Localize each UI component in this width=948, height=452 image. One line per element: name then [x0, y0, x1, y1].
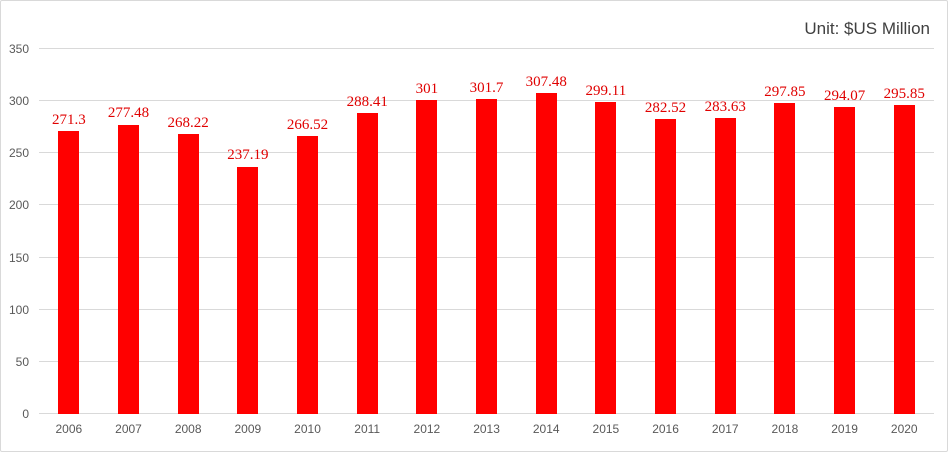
bar-data-label: 283.63	[704, 98, 746, 115]
x-axis-tick-label: 2012	[413, 422, 441, 436]
x-axis-tick-label: 2011	[354, 422, 381, 436]
bar-data-label: 271.3	[51, 111, 86, 128]
bar-column: 266.52	[278, 49, 338, 414]
y-axis-tick-label: 350	[8, 42, 29, 56]
y-axis: 0 50 100 150 200 250 300 350	[1, 43, 31, 420]
bar-column: 299.11	[576, 49, 636, 414]
bar	[118, 124, 139, 414]
bar-data-label: 268.22	[167, 114, 209, 131]
bar-column: 301.7	[457, 49, 517, 414]
y-axis-tick-label: 300	[8, 94, 29, 109]
bar-data-label: 266.52	[286, 116, 329, 133]
bar-column: 271.3	[39, 49, 99, 414]
gridline	[39, 48, 934, 49]
bar-data-label: 282.52	[644, 99, 687, 116]
bar-data-label: 294.07	[823, 87, 866, 104]
bar-column: 282.52	[636, 49, 696, 414]
bar-column: 268.22	[158, 49, 218, 414]
bar-column: 237.19	[218, 49, 278, 414]
y-axis-tick-label: 100	[8, 302, 29, 317]
bar-column: 301	[397, 49, 457, 414]
bar-data-label: 301.7	[469, 79, 504, 96]
x-axis-tick-label: 2015	[592, 422, 620, 436]
x-axis-tick-label: 2009	[234, 422, 262, 436]
bar-column: 297.85	[755, 49, 815, 414]
x-axis: 2006 2007 2008 2009 2010 2011 2012 2013 2014 2015…	[39, 415, 934, 436]
bar	[177, 134, 199, 414]
x-axis-tick-label: 2010	[294, 422, 321, 436]
y-axis-tick-label: 150	[8, 250, 29, 265]
bar	[356, 113, 378, 414]
bar	[535, 93, 557, 414]
bar	[416, 100, 438, 414]
bar-data-label: 295.85	[883, 85, 925, 102]
bar-column: 307.48	[516, 49, 576, 414]
y-axis-tick-label: 250	[8, 146, 29, 161]
bar-data-label: 277.48	[107, 105, 150, 122]
x-axis-tick-label: 2014	[532, 422, 560, 436]
bar	[58, 131, 80, 414]
bar	[893, 105, 915, 414]
bar-data-label: 307.48	[525, 73, 567, 90]
x-axis-tick-label: 2020	[890, 422, 918, 436]
bar-data-label: 237.19	[227, 147, 269, 164]
bar-column: 294.07	[815, 49, 875, 414]
x-axis-tick-label: 2008	[174, 422, 202, 436]
bar	[834, 107, 856, 414]
bar	[774, 103, 796, 414]
x-axis-tick-label: 2017	[711, 422, 739, 436]
bar-data-label: 299.11	[585, 82, 627, 99]
bar-column: 288.41	[337, 49, 397, 414]
y-axis-tick-label: 0	[22, 407, 29, 421]
x-axis-tick-label: 2013	[473, 422, 500, 436]
x-axis-tick-label: 2018	[771, 422, 799, 436]
bars-layer: 271.3 277.48 268.22 237.19 266.52 288.41 301 30…	[39, 49, 934, 414]
bar	[655, 119, 677, 414]
bar-column: 277.48	[99, 49, 159, 414]
bar	[714, 118, 736, 414]
unit-label: Unit: $US Million	[804, 19, 930, 38]
bar-column: 295.85	[874, 49, 934, 414]
plot-area: 271.3 277.48 268.22 237.19 266.52 288.41 301 30…	[39, 48, 934, 414]
bar-data-label: 301	[415, 80, 439, 97]
bar	[237, 166, 259, 414]
y-axis-tick-label: 50	[15, 354, 29, 369]
x-axis-tick-label: 2016	[652, 422, 679, 436]
bar-data-label: 288.41	[346, 93, 388, 110]
x-axis-tick-label: 2006	[55, 422, 83, 436]
y-axis-tick-label: 200	[8, 198, 29, 213]
bar	[476, 99, 498, 414]
bar	[595, 102, 617, 414]
bar	[297, 136, 319, 414]
x-axis-tick-label: 2019	[831, 422, 858, 436]
bar-column: 283.63	[695, 49, 755, 414]
bar-data-label: 297.85	[764, 83, 806, 100]
x-axis-tick-label: 2007	[115, 422, 142, 436]
